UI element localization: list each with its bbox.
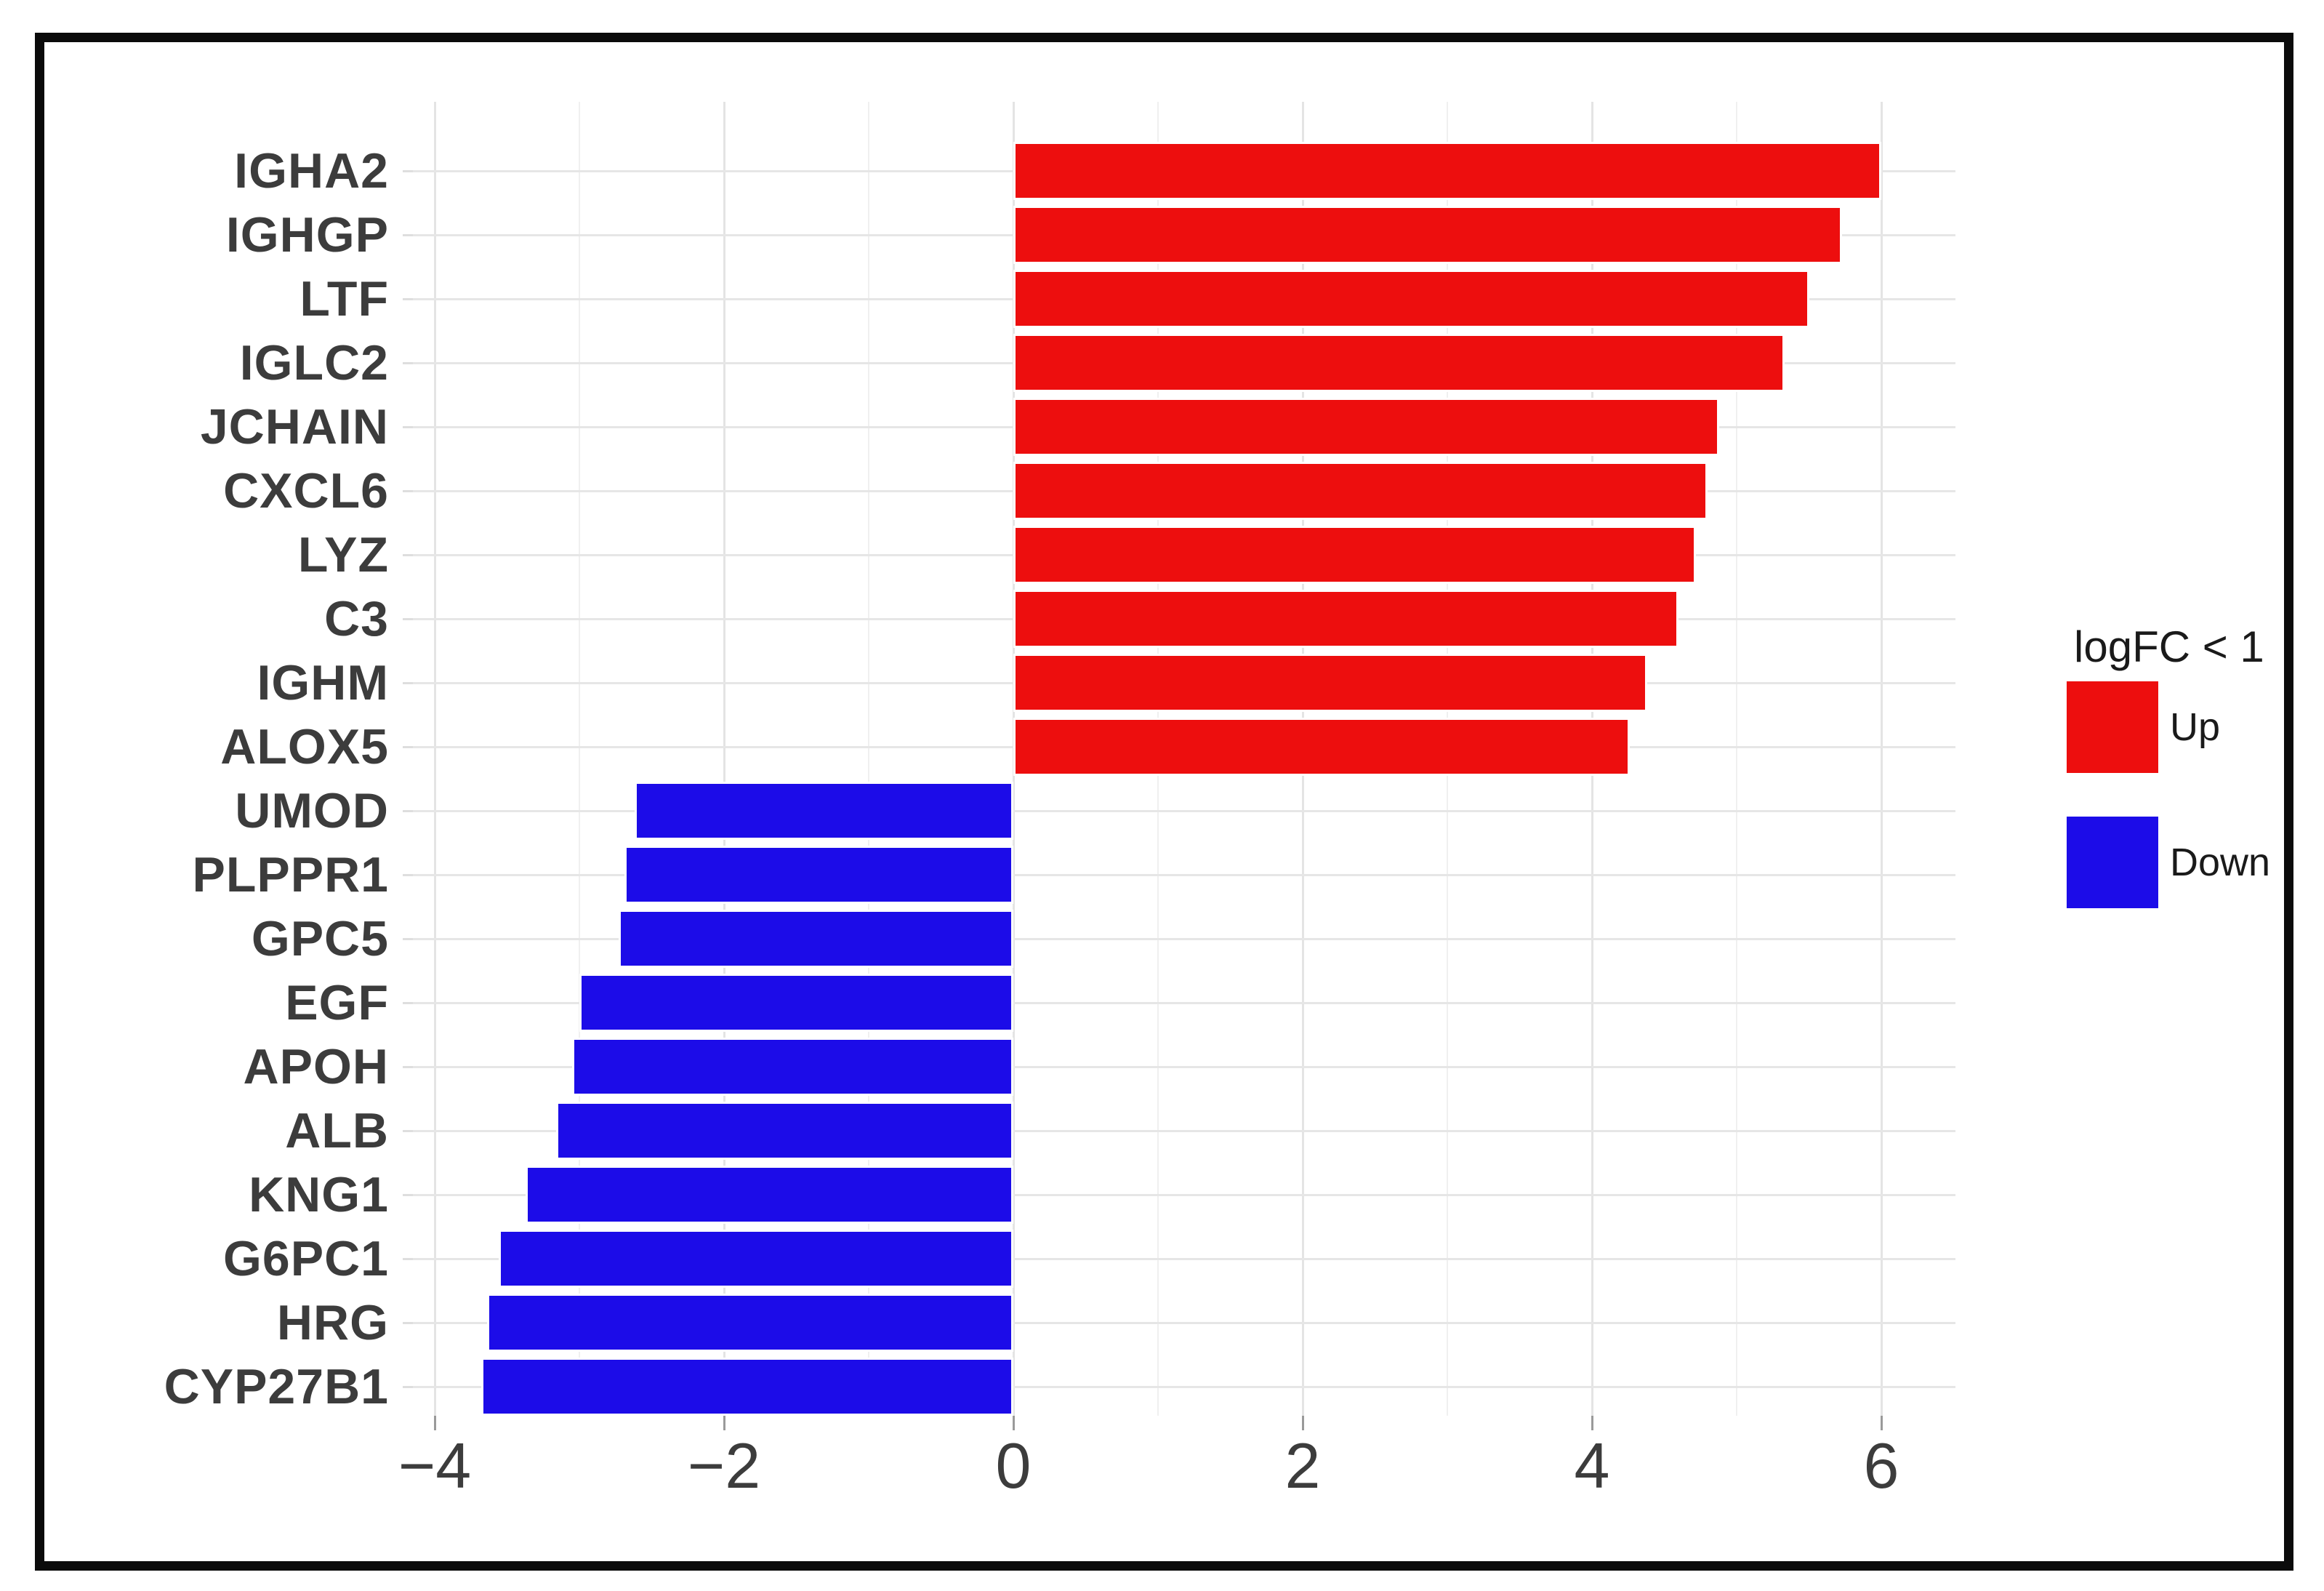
y-tick-mark (403, 1257, 413, 1260)
y-label-plppr1: PLPPR1 (192, 847, 389, 902)
y-tick-mark (403, 681, 413, 684)
bar-alox5 (1013, 718, 1630, 776)
x-tick-mark (1012, 1416, 1015, 1430)
gridline-x-major (1880, 102, 1883, 1416)
x-tick-label: −4 (398, 1430, 472, 1502)
gridline-y (413, 937, 1955, 940)
legend-key-up-swatch (2067, 681, 2158, 773)
bar-c3 (1013, 590, 1679, 648)
bar-hrg (486, 1294, 1013, 1352)
y-tick-mark (403, 361, 413, 364)
gridline-y (413, 1129, 1955, 1132)
y-tick-mark (403, 1193, 413, 1196)
y-label-alb: ALB (285, 1103, 389, 1158)
legend-entry-up: Up (2067, 681, 2314, 773)
y-label-lyz: LYZ (297, 527, 389, 582)
y-tick-mark (403, 1065, 413, 1068)
y-tick-mark (403, 1385, 413, 1388)
x-tick-label: 6 (1863, 1430, 1899, 1502)
y-tick-mark (403, 169, 413, 172)
plot-panel (413, 102, 1955, 1416)
y-tick-mark (403, 297, 413, 300)
y-tick-mark (403, 937, 413, 940)
y-tick-mark (403, 425, 413, 428)
bar-gpc5 (618, 910, 1013, 968)
bar-cyp27b1 (481, 1358, 1013, 1416)
y-tick-mark (403, 745, 413, 748)
legend-key-down-swatch (2067, 817, 2158, 908)
legend-label-up: Up (2170, 705, 2221, 749)
y-label-jchain: JCHAIN (200, 399, 389, 454)
y-tick-mark (403, 1321, 413, 1324)
gridline-y (413, 1001, 1955, 1004)
x-tick-label: 0 (995, 1430, 1032, 1502)
bar-jchain (1013, 398, 1720, 456)
bar-igha2 (1013, 142, 1881, 200)
x-tick-mark (433, 1416, 436, 1430)
bar-alb (556, 1102, 1013, 1160)
y-tick-mark (403, 1129, 413, 1132)
bar-iglc2 (1013, 334, 1785, 392)
bar-plppr1 (624, 846, 1013, 904)
bar-ighgp (1013, 206, 1843, 264)
y-tick-mark (403, 553, 413, 556)
y-label-ighm: IGHM (257, 655, 389, 710)
x-tick-mark (723, 1416, 725, 1430)
y-label-apoh: APOH (243, 1039, 389, 1094)
gridline-y (413, 1065, 1955, 1068)
gridline-x-minor (1736, 102, 1737, 1416)
x-tick-mark (1301, 1416, 1304, 1430)
gridline-y (413, 873, 1955, 876)
y-label-hrg: HRG (276, 1295, 389, 1350)
y-label-umod: UMOD (235, 783, 389, 838)
bar-ltf (1013, 270, 1809, 328)
legend-label-down: Down (2170, 841, 2271, 884)
y-label-ighgp: IGHGP (225, 207, 389, 263)
x-tick-label: −2 (687, 1430, 761, 1502)
bar-lyz (1013, 526, 1697, 584)
y-tick-mark (403, 873, 413, 876)
y-tick-mark (403, 489, 413, 492)
bar-apoh (572, 1038, 1013, 1096)
bar-egf (579, 974, 1013, 1032)
x-tick-label: 4 (1574, 1430, 1610, 1502)
y-label-c3: C3 (324, 591, 389, 646)
gridline-y (413, 1385, 1955, 1388)
y-label-iglc2: IGLC2 (239, 335, 389, 390)
y-label-cxcl6: CXCL6 (223, 463, 389, 518)
gridline-x-minor (579, 102, 580, 1416)
y-tick-mark (403, 809, 413, 812)
x-tick-mark (1880, 1416, 1883, 1430)
bar-umod (634, 782, 1013, 840)
y-label-cyp27b1: CYP27B1 (164, 1359, 389, 1414)
x-tick-label: 2 (1284, 1430, 1321, 1502)
x-tick-mark (1591, 1416, 1593, 1430)
y-label-egf: EGF (285, 975, 389, 1030)
y-label-alox5: ALOX5 (220, 719, 389, 774)
bar-kng1 (526, 1166, 1013, 1224)
y-label-igha2: IGHA2 (234, 143, 389, 199)
bar-g6pc1 (498, 1230, 1013, 1288)
bar-cxcl6 (1013, 462, 1708, 520)
y-label-ltf: LTF (299, 271, 389, 326)
gridline-x-major (723, 102, 725, 1416)
legend-title: logFC < 1 (2074, 622, 2264, 671)
y-label-kng1: KNG1 (249, 1167, 389, 1222)
y-label-g6pc1: G6PC1 (223, 1231, 389, 1286)
y-tick-mark (403, 233, 413, 236)
gridline-y (413, 809, 1955, 812)
bar-ighm (1013, 654, 1647, 712)
gridline-y (413, 1193, 1955, 1196)
y-label-gpc5: GPC5 (251, 911, 389, 966)
gridline-y (413, 1257, 1955, 1260)
y-tick-mark (403, 1001, 413, 1004)
gridline-x-minor (868, 102, 869, 1416)
legend-entry-down: Down (2067, 817, 2314, 908)
gridline-y (413, 1321, 1955, 1324)
y-tick-mark (403, 617, 413, 620)
gridline-x-major (433, 102, 436, 1416)
